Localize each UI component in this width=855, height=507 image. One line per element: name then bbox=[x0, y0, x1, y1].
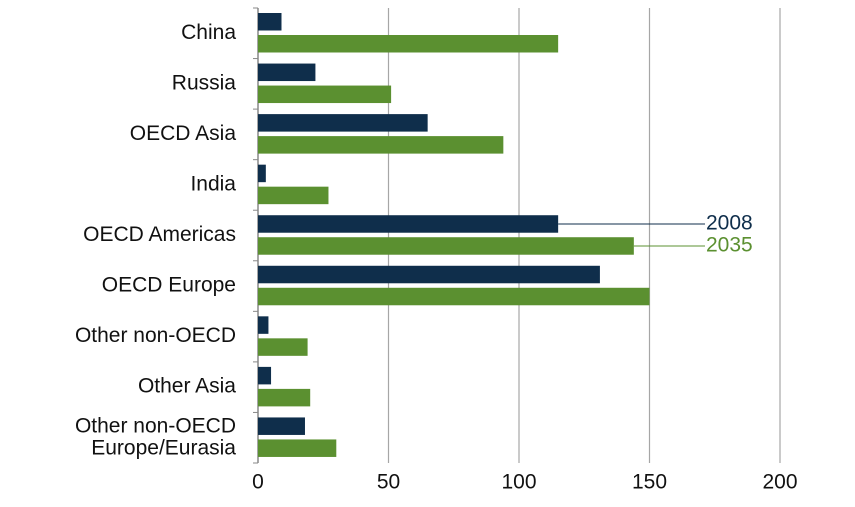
bar bbox=[258, 417, 305, 435]
bar bbox=[258, 316, 269, 334]
bar bbox=[258, 237, 634, 255]
bar bbox=[258, 366, 272, 385]
y-tick-label: Other non-OECD bbox=[75, 324, 236, 347]
bar bbox=[258, 85, 392, 104]
y-tick-label: OECD Americas bbox=[83, 223, 236, 246]
y-tick-label: China bbox=[181, 21, 236, 44]
bar bbox=[258, 136, 504, 154]
bar bbox=[258, 186, 329, 205]
bar bbox=[258, 388, 311, 407]
bar bbox=[258, 114, 428, 132]
bar bbox=[258, 338, 308, 356]
bar bbox=[258, 215, 559, 233]
legend-label: 2008 bbox=[706, 212, 753, 235]
x-tick-label: 150 bbox=[632, 471, 667, 494]
y-tick-label: OECD Europe bbox=[102, 274, 236, 297]
y-tick-label: India bbox=[190, 172, 236, 195]
bar bbox=[258, 13, 282, 31]
y-tick-label: Other Asia bbox=[138, 375, 236, 398]
y-tick-label: Other non-OECD Europe/Eurasia bbox=[75, 414, 236, 459]
bar bbox=[258, 35, 559, 53]
bar bbox=[258, 287, 650, 306]
x-tick-label: 200 bbox=[762, 471, 797, 494]
x-tick-label: 100 bbox=[501, 471, 536, 494]
y-tick-label: OECD Asia bbox=[130, 122, 237, 145]
bar bbox=[258, 164, 266, 183]
x-tick-label: 0 bbox=[252, 471, 264, 494]
bar bbox=[258, 439, 337, 457]
bar bbox=[258, 265, 600, 284]
bar bbox=[258, 63, 316, 82]
x-tick-label: 50 bbox=[377, 471, 400, 494]
y-tick-label: Russia bbox=[172, 71, 237, 94]
legend-label: 2035 bbox=[706, 234, 753, 257]
